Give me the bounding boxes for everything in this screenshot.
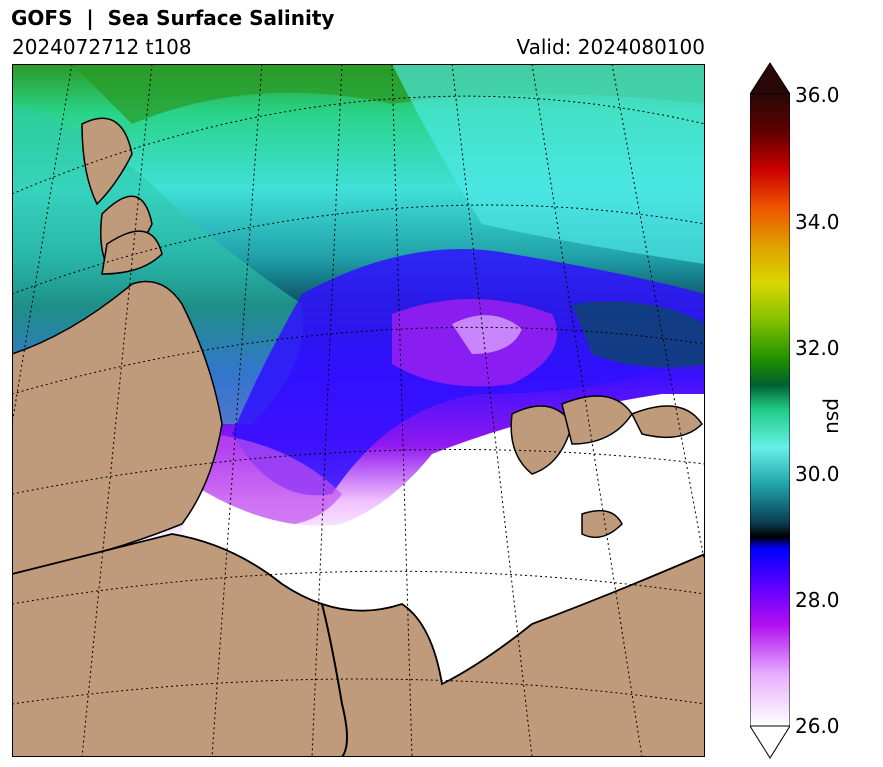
colorbar-tick: 30.0 xyxy=(795,462,840,486)
colorbar-extend-max xyxy=(750,62,790,95)
colorbar-tick: 34.0 xyxy=(795,210,840,234)
island-land xyxy=(510,405,573,475)
island-land xyxy=(581,509,623,539)
salinity-map xyxy=(12,64,705,757)
colorbar-gradient xyxy=(750,93,790,727)
run-label: 2024072712 t108 xyxy=(12,35,192,59)
colorbar-tick: 26.0 xyxy=(795,714,840,738)
ice-region xyxy=(182,394,705,704)
island-land xyxy=(101,230,163,275)
river xyxy=(321,603,348,757)
map-title: GOFS | Sea Surface Salinity xyxy=(11,6,335,30)
freshest-core xyxy=(452,315,522,354)
colorbar-extend-min xyxy=(750,725,790,759)
colorbar-tick: 28.0 xyxy=(795,588,840,612)
mainland-south xyxy=(12,533,705,757)
colorbar-unit: psu xyxy=(822,398,846,434)
valid-label: Valid: 2024080100 xyxy=(516,35,705,59)
island-land xyxy=(81,117,133,206)
colorbar-tick: 32.0 xyxy=(795,336,840,360)
colorbar-tick: 36.0 xyxy=(795,83,840,107)
colorbar xyxy=(750,62,790,759)
graticule xyxy=(12,64,705,757)
map-frame xyxy=(12,64,705,757)
teal-patch xyxy=(572,301,705,368)
cyan-water xyxy=(392,64,705,264)
island-land xyxy=(630,405,703,439)
